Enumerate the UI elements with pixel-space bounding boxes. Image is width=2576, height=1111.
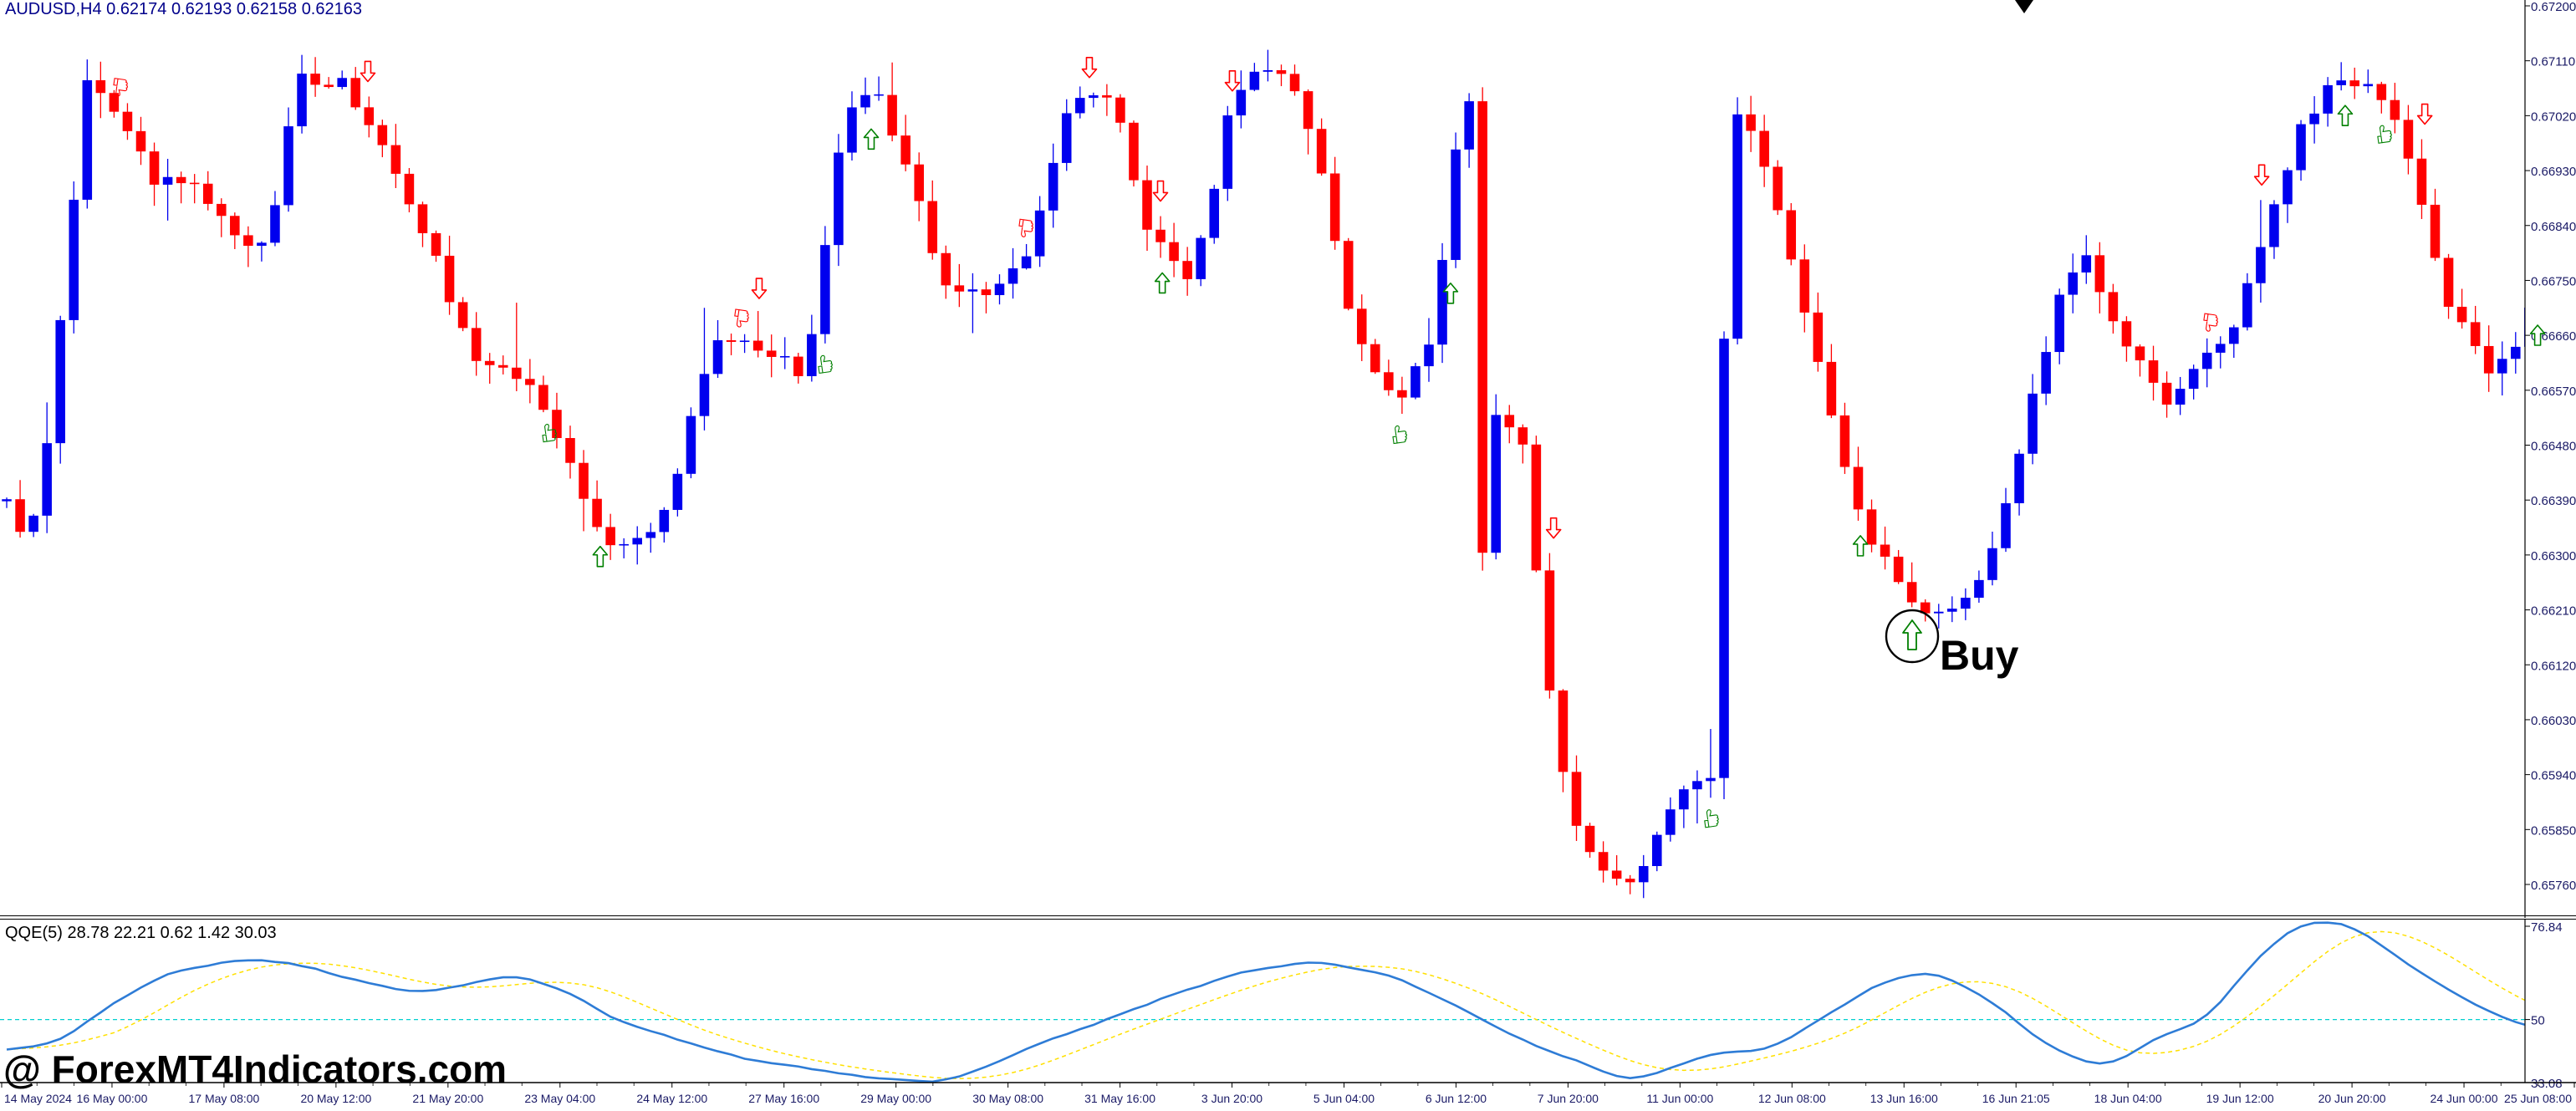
- svg-text:@ ForexMT4Indicators.com: @ ForexMT4Indicators.com: [3, 1047, 507, 1091]
- svg-text:20 Jun 20:00: 20 Jun 20:00: [2318, 1092, 2386, 1105]
- svg-text:0.66930: 0.66930: [2531, 165, 2576, 179]
- svg-text:0.67020: 0.67020: [2531, 110, 2576, 124]
- svg-text:0.66300: 0.66300: [2531, 549, 2576, 563]
- svg-text:0.67110: 0.67110: [2531, 55, 2575, 69]
- svg-text:16 Jun 21:05: 16 Jun 21:05: [1982, 1092, 2050, 1105]
- svg-text:33.08: 33.08: [2531, 1077, 2563, 1091]
- svg-text:0.66570: 0.66570: [2531, 385, 2576, 399]
- svg-text:30 May 08:00: 30 May 08:00: [972, 1092, 1043, 1105]
- svg-text:21 May 20:00: 21 May 20:00: [412, 1092, 483, 1105]
- svg-text:QQE(5) 28.78 22.21 0.62 1.42 3: QQE(5) 28.78 22.21 0.62 1.42 30.03: [5, 924, 277, 942]
- svg-text:27 May 16:00: 27 May 16:00: [748, 1092, 819, 1105]
- svg-text:17 May 08:00: 17 May 08:00: [188, 1092, 259, 1105]
- svg-text:20 May 12:00: 20 May 12:00: [300, 1092, 371, 1105]
- svg-text:5 Jun 04:00: 5 Jun 04:00: [1314, 1092, 1375, 1105]
- svg-text:14 May 2024: 14 May 2024: [4, 1092, 72, 1105]
- svg-text:18 Jun 04:00: 18 Jun 04:00: [2094, 1092, 2162, 1105]
- svg-text:0.65850: 0.65850: [2531, 823, 2576, 838]
- svg-text:0.66750: 0.66750: [2531, 274, 2576, 288]
- svg-text:24 May 12:00: 24 May 12:00: [636, 1092, 707, 1105]
- svg-text:0.65760: 0.65760: [2531, 879, 2576, 893]
- svg-text:0.66120: 0.66120: [2531, 659, 2576, 673]
- svg-text:Buy: Buy: [1940, 632, 2019, 679]
- svg-text:0.66030: 0.66030: [2531, 714, 2576, 728]
- svg-text:12 Jun 08:00: 12 Jun 08:00: [1758, 1092, 1826, 1105]
- svg-text:0.66210: 0.66210: [2531, 604, 2576, 619]
- svg-text:0.66480: 0.66480: [2531, 440, 2576, 454]
- svg-text:13 Jun 16:00: 13 Jun 16:00: [1870, 1092, 1938, 1105]
- svg-text:50: 50: [2531, 1014, 2545, 1028]
- svg-text:29 May 00:00: 29 May 00:00: [860, 1092, 931, 1105]
- svg-text:76.84: 76.84: [2531, 920, 2563, 935]
- svg-text:0.66840: 0.66840: [2531, 220, 2576, 234]
- svg-text:16 May 00:00: 16 May 00:00: [77, 1092, 148, 1105]
- svg-text:0.65940: 0.65940: [2531, 769, 2576, 783]
- svg-text:11 Jun 00:00: 11 Jun 00:00: [1646, 1092, 1713, 1105]
- svg-text:0.67200: 0.67200: [2531, 0, 2576, 14]
- svg-text:6 Jun 12:00: 6 Jun 12:00: [1426, 1092, 1487, 1105]
- svg-text:24 Jun 00:00: 24 Jun 00:00: [2431, 1092, 2498, 1105]
- svg-text:AUDUSD,H4 0.62174 0.62193 0.: AUDUSD,H4 0.62174 0.62193 0.62158 0.6216…: [5, 0, 362, 18]
- svg-text:31 May 16:00: 31 May 16:00: [1084, 1092, 1155, 1105]
- svg-text:23 May 04:00: 23 May 04:00: [524, 1092, 595, 1105]
- svg-text:3 Jun 20:00: 3 Jun 20:00: [1201, 1092, 1262, 1105]
- svg-text:7 Jun 20:00: 7 Jun 20:00: [1538, 1092, 1599, 1105]
- svg-text:25 Jun 08:00: 25 Jun 08:00: [2504, 1092, 2572, 1105]
- svg-text:0.66390: 0.66390: [2531, 494, 2576, 508]
- svg-text:19 Jun 12:00: 19 Jun 12:00: [2206, 1092, 2274, 1105]
